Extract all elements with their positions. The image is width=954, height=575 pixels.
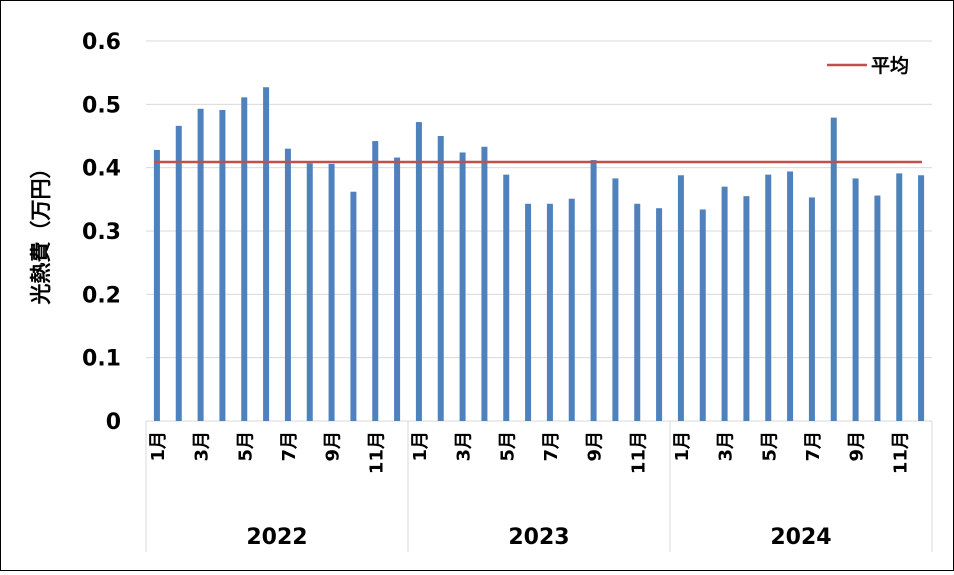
x-month-label: 7月 xyxy=(803,431,824,462)
axes xyxy=(145,420,933,552)
bar xyxy=(765,174,772,421)
y-tick-label: 0.3 xyxy=(82,220,121,245)
bar xyxy=(153,149,160,421)
x-month-label: 5月 xyxy=(759,431,780,462)
bar xyxy=(328,163,335,421)
bar xyxy=(175,125,182,421)
bar xyxy=(459,152,466,421)
bar xyxy=(394,157,401,422)
x-month-label: 11月 xyxy=(366,431,387,474)
x-month-label: 11月 xyxy=(890,431,911,474)
bar xyxy=(546,203,553,421)
x-month-label: 3月 xyxy=(454,431,475,462)
bar xyxy=(350,191,357,421)
bar xyxy=(787,171,794,421)
bar xyxy=(830,117,837,421)
x-month-label: 3月 xyxy=(716,431,737,462)
bar xyxy=(197,108,204,422)
y-tick-label: 0.2 xyxy=(82,283,121,308)
x-month-label: 5月 xyxy=(235,431,256,462)
bar xyxy=(590,160,597,422)
bar xyxy=(677,175,684,421)
bar xyxy=(896,173,903,421)
y-tick-label: 0.1 xyxy=(82,347,121,372)
legend-label: 平均 xyxy=(871,54,909,77)
bar xyxy=(918,175,925,421)
bar xyxy=(699,209,706,421)
y-tick-labels: 0 0.1 0.2 0.3 0.4 0.5 0.6 xyxy=(82,30,121,435)
bar xyxy=(634,203,641,421)
gridlines xyxy=(146,40,932,359)
bar xyxy=(503,174,510,421)
x-month-label: 1月 xyxy=(672,431,693,462)
bar xyxy=(437,136,444,421)
bar xyxy=(481,146,488,421)
y-tick-label: 0.5 xyxy=(82,93,121,118)
bar xyxy=(612,178,619,421)
bar xyxy=(743,196,750,421)
bar xyxy=(263,87,270,421)
x-month-labels: 1月 3月 5月 7月 9月 11月 1月 3月 5月 7月 9月 11月 1月 3月 5月 7月 9月 11月 xyxy=(148,431,911,474)
y-tick-label: 0 xyxy=(106,410,121,435)
y-tick-label: 0.4 xyxy=(82,157,121,182)
y-tick-label: 0.6 xyxy=(82,30,121,55)
y-axis-title: 光熱費（万円） xyxy=(29,158,53,306)
x-month-label: 9月 xyxy=(847,431,868,462)
x-month-label: 1月 xyxy=(148,431,169,462)
x-year-label: 2024 xyxy=(770,525,831,550)
bar xyxy=(525,203,532,421)
bar xyxy=(721,186,728,421)
x-month-label: 5月 xyxy=(497,431,518,462)
bar xyxy=(568,198,575,421)
bar xyxy=(372,141,379,422)
bar xyxy=(306,163,313,421)
bar xyxy=(874,195,881,421)
x-month-label: 9月 xyxy=(585,431,606,462)
x-month-label: 3月 xyxy=(192,431,213,462)
bar-series xyxy=(153,87,925,422)
x-month-label: 1月 xyxy=(410,431,431,462)
bar xyxy=(852,178,859,421)
bar xyxy=(415,122,422,422)
x-year-label: 2022 xyxy=(246,525,307,550)
x-month-label: 11月 xyxy=(628,431,649,474)
x-month-label: 9月 xyxy=(323,431,344,462)
x-year-labels: 2022 2023 2024 xyxy=(246,525,831,550)
bar xyxy=(656,208,663,421)
bar xyxy=(241,97,248,421)
bar xyxy=(284,148,291,421)
x-month-label: 7月 xyxy=(279,431,300,462)
bar xyxy=(808,197,815,421)
x-year-label: 2023 xyxy=(508,525,569,550)
x-month-label: 7月 xyxy=(541,431,562,462)
legend: 平均 xyxy=(827,54,909,77)
bar xyxy=(219,110,226,422)
